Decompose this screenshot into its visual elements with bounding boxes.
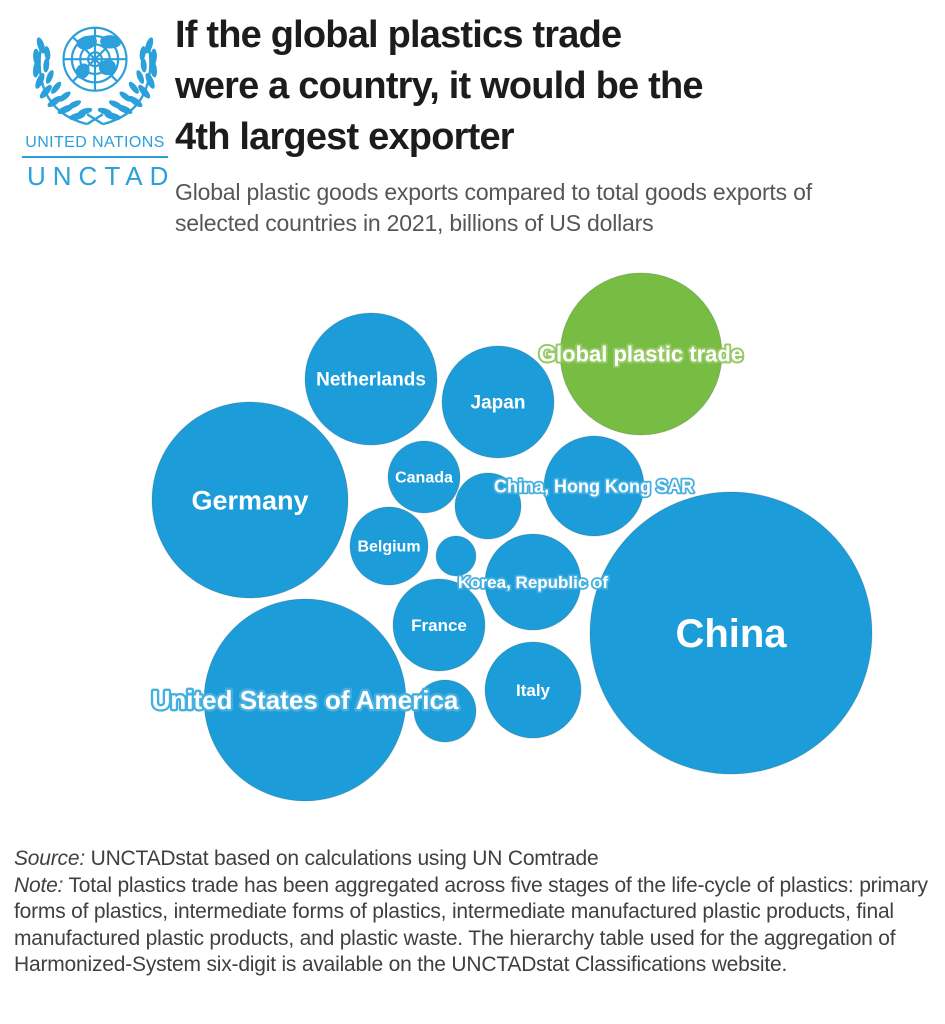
bubble-netherlands [304, 312, 438, 446]
bubble-global-plastic-trade [559, 272, 723, 436]
chart-subtitle: Global plastic goods exports compared to… [175, 177, 915, 239]
page-title: If the global plastics trade were a coun… [175, 10, 915, 163]
bubble-label-italy: Italy [516, 681, 551, 700]
bubble-china-hong-kong-sar [543, 435, 645, 537]
bubble-korea-republic-of [484, 533, 582, 631]
bubble-label-china-hong-kong-sar: China, Hong Kong SAR [494, 476, 694, 496]
bubble-label-france: France [411, 616, 467, 635]
title-line-1: If the global plastics trade [175, 14, 622, 56]
source-label: Source: [14, 847, 85, 870]
bubble-unlabeled [413, 679, 477, 743]
bubble-france [392, 578, 486, 672]
bubble-japan [441, 345, 555, 459]
bubble-china [589, 491, 873, 775]
bubble-belgium [349, 506, 429, 586]
title-line-2: were a country, it would be the [175, 65, 703, 107]
bubble-canada [387, 440, 461, 514]
note-line: Note: Total plastics trade has been aggr… [14, 873, 936, 979]
subtitle-line-2: selected countries in 2021, billions of … [175, 210, 654, 236]
title-line-3: 4th largest exporter [175, 116, 515, 158]
bubble-label-china: China [675, 612, 787, 656]
bubble-germany [151, 401, 349, 599]
footer: Source: UNCTADstat based on calculations… [14, 846, 936, 979]
header: If the global plastics trade were a coun… [175, 10, 915, 239]
bubble-label-japan: Japan [471, 393, 526, 414]
bubble-italy [484, 641, 582, 739]
bubble-unlabeled [435, 535, 477, 577]
bubble-label-belgium: Belgium [357, 539, 420, 556]
bubble-label-netherlands: Netherlands [316, 370, 426, 391]
note-text: Total plastics trade has been aggregated… [14, 873, 928, 977]
bubble-label-korea-republic-of: Korea, Republic of [458, 573, 609, 592]
un-emblem-icon [30, 26, 160, 126]
subtitle-line-1: Global plastic goods exports compared to… [175, 179, 812, 205]
source-line: Source: UNCTADstat based on calculations… [14, 846, 936, 873]
bubble-united-states-of-america [203, 598, 407, 802]
bubble-label-germany: Germany [191, 485, 308, 515]
source-text: UNCTADstat based on calculations using U… [84, 847, 599, 870]
unctad-logo: UNITED NATIONS UNCTAD [22, 12, 168, 192]
bubble-label-canada: Canada [395, 470, 453, 487]
note-label: Note: [14, 873, 64, 897]
logo-unctad-label: UNCTAD [27, 161, 176, 191]
logo-united-nations-label: UNITED NATIONS [22, 134, 168, 158]
bubble-unlabeled [454, 472, 522, 540]
bubble-label-global-plastic-trade: Global plastic trade [539, 342, 743, 367]
bubble-label-united-states-of-america: United States of America [152, 685, 459, 715]
